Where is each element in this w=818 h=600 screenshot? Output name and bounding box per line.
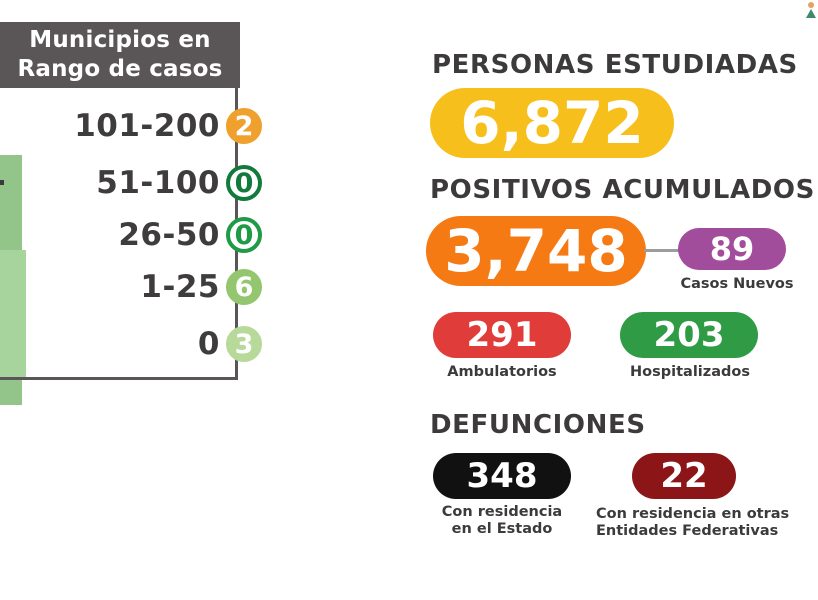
legend-title: Municipios en Rango de casos — [0, 22, 240, 88]
legend-title-line2: Rango de casos — [17, 56, 223, 82]
range-count-badge: 2 — [226, 108, 262, 144]
deaths-state-value-pill: 348 — [433, 453, 571, 499]
studied-heading: PERSONAS ESTUDIADAS — [432, 50, 798, 80]
range-label: 51-100 — [96, 165, 220, 201]
deaths-state-label: Con residencia en el Estado — [433, 504, 571, 538]
positives-value-pill: 3,748 — [426, 216, 646, 286]
deaths-other-label-line2: Entidades Federativas — [596, 523, 779, 539]
range-row-1-25: 1-25 6 — [0, 268, 262, 306]
range-row-101-200: 101-200 2 — [0, 107, 262, 145]
range-count-badge: 0 — [226, 217, 262, 253]
range-row-0: 0 3 — [0, 325, 262, 363]
hospitalized-label: Hospitalizados — [630, 364, 750, 380]
range-label: 26-50 — [118, 217, 220, 253]
range-row-51-100: 51-100 0 — [0, 164, 262, 202]
deaths-other-value-pill: 22 — [632, 453, 736, 499]
range-row-26-50: 26-50 0 — [0, 216, 262, 254]
positives-heading: POSITIVOS ACUMULADOS — [430, 175, 815, 205]
range-label: 1-25 — [140, 269, 220, 305]
range-label: 0 — [197, 326, 220, 362]
range-count-badge: 3 — [226, 326, 262, 362]
map-fragment-light — [0, 250, 26, 380]
deaths-state-label-line2: en el Estado — [451, 521, 553, 537]
new-cases-label: Casos Nuevos — [680, 276, 794, 292]
deaths-other-label: Con residencia en otras Entidades Federa… — [596, 506, 790, 540]
map-marker — [0, 180, 4, 185]
deaths-state-label-line1: Con residencia — [441, 504, 563, 520]
deaths-heading: DEFUNCIONES — [430, 410, 646, 440]
range-count-badge: 0 — [226, 165, 262, 201]
new-cases-value-pill: 89 — [678, 228, 786, 270]
ambulatory-label: Ambulatorios — [447, 364, 557, 380]
logo-fragment-icon — [806, 2, 816, 18]
range-count-badge: 6 — [226, 269, 262, 305]
ambulatory-value-pill: 291 — [433, 312, 571, 358]
hospitalized-value-pill: 203 — [620, 312, 758, 358]
deaths-other-label-line1: Con residencia en otras — [596, 506, 790, 522]
legend-title-line1: Municipios en — [29, 27, 211, 53]
studied-value-pill: 6,872 — [430, 88, 674, 158]
range-label: 101-200 — [74, 108, 220, 144]
connector-line — [644, 249, 680, 252]
